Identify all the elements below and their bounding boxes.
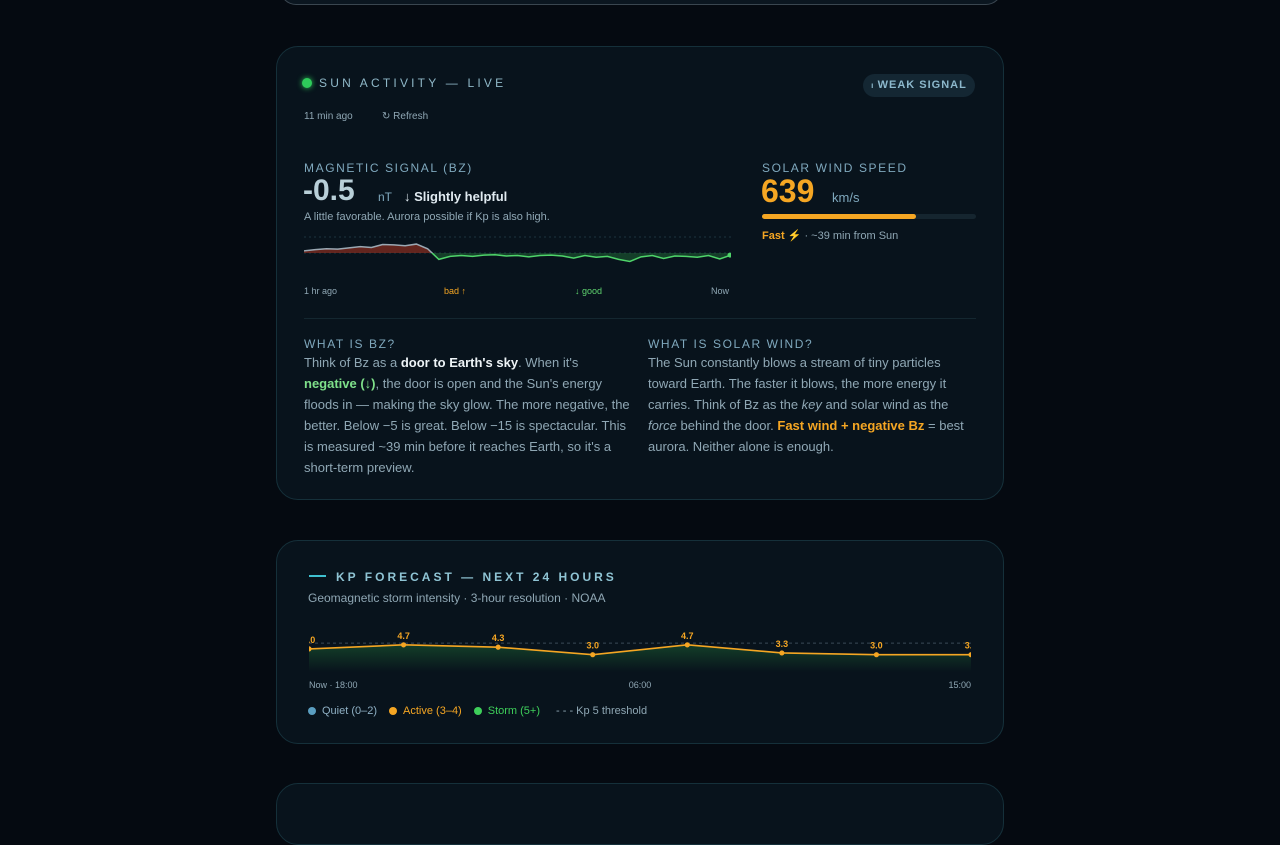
kp-accent (309, 575, 326, 577)
kp-point (309, 646, 312, 652)
text-part: = best aurora. Neither alone is enough. (648, 418, 964, 454)
bz-value: -0.5 (303, 174, 355, 207)
text-part: force (648, 418, 677, 433)
bz-note: A little favorable. Aurora possible if K… (304, 211, 550, 223)
kp-x-label: 15:00 (948, 680, 971, 690)
kp-point (684, 642, 690, 648)
prev-card (280, 0, 1002, 5)
kp-card (276, 540, 1004, 744)
bz-unit: nT (378, 190, 393, 204)
signal-badge[interactable]: ı WEAK SIGNAL (863, 74, 975, 97)
wind-eta: · ~39 min from Sun (804, 230, 899, 242)
kp-point (590, 652, 596, 658)
wind-bar (762, 214, 916, 219)
legend-text: Storm (5+) (487, 705, 540, 717)
kp-point (779, 650, 785, 656)
wind-help-title: WHAT IS SOLAR WIND? (648, 337, 814, 351)
bz-area-neg (304, 253, 731, 262)
legend-threshold: - - - Kp 5 threshold (556, 705, 648, 717)
kp-value-label: 3.0 (870, 641, 883, 651)
legend-item: Quiet (0–2) (308, 705, 377, 717)
sun-title: SUN ACTIVITY — LIVE (319, 76, 507, 90)
wind-help-text: The Sun constantly blows a stream of tin… (648, 352, 978, 457)
wind-speed: Fast ⚡ (762, 230, 802, 242)
wind-unit: km/s (832, 190, 860, 205)
text-part: Think of Bz as a (304, 355, 401, 370)
kp-area (309, 644, 971, 672)
text-part: door to Earth's sky (400, 355, 519, 370)
live-dot (302, 78, 312, 88)
legend-text: Active (3–4) (403, 705, 462, 717)
kp-value-label: 4.7 (397, 631, 410, 641)
text-part: behind the door. (676, 418, 778, 433)
page: SUN ACTIVITY — LIVE ı WEAK SIGNAL 11 min… (276, 0, 1004, 845)
bz-x-end: Now (711, 286, 730, 296)
kp-chart: 4.0 4.7 4.3 3.0 4.7 3.3 3.0 3.0 (309, 631, 971, 672)
badge-text: WEAK SIGNAL (877, 79, 967, 91)
wind-value: 639 (761, 173, 815, 209)
wind-track (762, 214, 976, 219)
next-card (276, 783, 1004, 845)
text-part: negative (↓) (304, 376, 376, 391)
kp-value-label: 4.0 (309, 635, 315, 645)
text-part: Fast wind + negative Bz (777, 418, 925, 433)
text-part: . When it's (518, 355, 579, 370)
kp-value-label: 4.7 (681, 631, 694, 641)
text-part: key (801, 397, 822, 412)
bz-help-title: WHAT IS BZ? (304, 337, 396, 351)
bz-x-start: 1 hr ago (304, 286, 338, 296)
legend-dot (473, 707, 482, 715)
kp-point (968, 652, 971, 658)
legend-item: Active (3–4) (389, 705, 462, 717)
kp-subtitle: Geomagnetic storm intensity · 3-hour res… (308, 591, 606, 605)
text-part: and solar wind as the (821, 397, 949, 412)
kp-line (309, 644, 971, 656)
kp-value-label: 4.3 (492, 633, 505, 643)
legend-item: Storm (5+) (473, 705, 540, 717)
bz-area-pos (304, 244, 731, 253)
wind-label: SOLAR WIND SPEED (762, 161, 908, 175)
bz-line-neg (431, 253, 731, 263)
bz-good: ↓ good (575, 286, 603, 296)
text-part: , the door is open and the Sun's energy … (304, 376, 630, 475)
kp-value-label: 3.0 (965, 641, 971, 651)
bz-verdict: ↓ Slightly helpful (404, 189, 508, 204)
kp-legend: Quiet (0–2) Active (3–4) Storm (5+) - - - K… (308, 705, 647, 717)
legend-text: Quiet (0–2) (322, 705, 378, 717)
legend-dot (389, 707, 398, 715)
sun-card (276, 46, 1004, 500)
bz-label: MAGNETIC SIGNAL (BZ) (304, 161, 473, 175)
bz-help-text: Think of Bz as a door to Earth's sky. Wh… (304, 352, 634, 478)
kp-point (495, 644, 501, 650)
bz-line (304, 243, 434, 253)
kp-title: KP FORECAST — NEXT 24 HOURS (336, 570, 617, 584)
kp-x-label: 06:00 (628, 680, 652, 690)
kp-point (873, 652, 880, 658)
kp-x-axis: Now · 18:00 06:00 15:00 (309, 680, 971, 692)
kp-value-label: 3.0 (586, 641, 599, 651)
legend-dot (308, 707, 316, 715)
refresh-button[interactable]: ↻ Refresh (382, 111, 429, 122)
kp-point (400, 642, 407, 648)
bz-chart (304, 236, 731, 263)
bz-now (727, 252, 731, 258)
text-part: The Sun constantly blows a stream of tin… (648, 355, 947, 412)
bz-bad: bad ↑ (444, 286, 467, 296)
kp-value-label: 3.3 (776, 639, 789, 649)
kp-x-label: Now · 18:00 (309, 680, 358, 690)
updated: 11 min ago (304, 111, 353, 122)
divider (304, 318, 976, 319)
